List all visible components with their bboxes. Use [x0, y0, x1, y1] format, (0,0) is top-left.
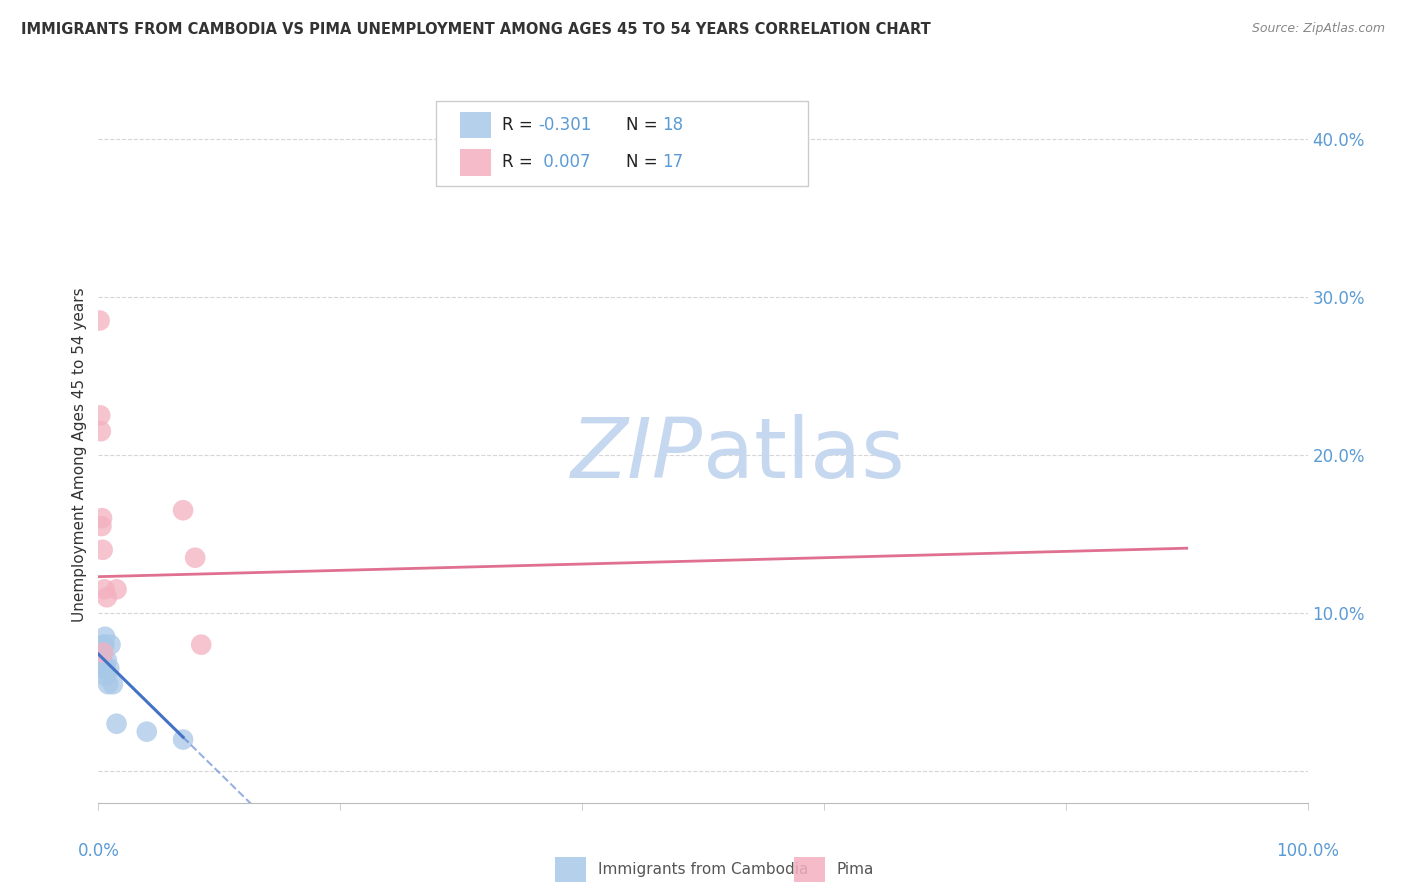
Text: 18: 18 [662, 116, 683, 134]
Point [90, 519, 112, 533]
Point [91, 542, 114, 557]
Text: 0.007: 0.007 [538, 153, 591, 171]
Point [90, 424, 112, 438]
Text: Source: ZipAtlas.com: Source: ZipAtlas.com [1251, 22, 1385, 36]
Text: 17: 17 [662, 153, 683, 171]
Point [94, 661, 117, 675]
Point [96, 653, 118, 667]
Point [101, 677, 124, 691]
Text: Pima: Pima [837, 863, 875, 877]
Point [105, 582, 128, 597]
Text: N =: N = [626, 116, 662, 134]
Text: -0.301: -0.301 [538, 116, 592, 134]
Point [90, 646, 112, 660]
Point [89, 313, 111, 327]
Point [94, 630, 117, 644]
Point [91, 511, 114, 525]
Point [93, 582, 115, 597]
Point [100, 638, 122, 652]
Point [172, 732, 194, 747]
Point [91, 646, 114, 660]
Text: ZIP: ZIP [571, 415, 703, 495]
Text: Immigrants from Cambodia: Immigrants from Cambodia [598, 863, 808, 877]
Point [172, 503, 194, 517]
Point [105, 716, 128, 731]
Point [89, 409, 111, 423]
Text: 100.0%: 100.0% [1277, 842, 1339, 860]
Point [93, 638, 115, 652]
Point [135, 724, 157, 739]
Point [98, 661, 121, 675]
Point [96, 669, 118, 683]
Text: R =: R = [502, 153, 538, 171]
Point [97, 677, 120, 691]
Text: IMMIGRANTS FROM CAMBODIA VS PIMA UNEMPLOYMENT AMONG AGES 45 TO 54 YEARS CORRELAT: IMMIGRANTS FROM CAMBODIA VS PIMA UNEMPLO… [21, 22, 931, 37]
Point [91, 661, 114, 675]
Point [89, 661, 111, 675]
Point [93, 638, 115, 652]
Text: 0.0%: 0.0% [77, 842, 120, 860]
Point [190, 638, 212, 652]
Text: N =: N = [626, 153, 662, 171]
Y-axis label: Unemployment Among Ages 45 to 54 years: Unemployment Among Ages 45 to 54 years [72, 287, 87, 623]
Point [96, 591, 118, 605]
Point [184, 550, 207, 565]
Text: atlas: atlas [703, 415, 904, 495]
Point [91, 653, 114, 667]
Text: R =: R = [502, 116, 538, 134]
Point [91, 646, 114, 660]
